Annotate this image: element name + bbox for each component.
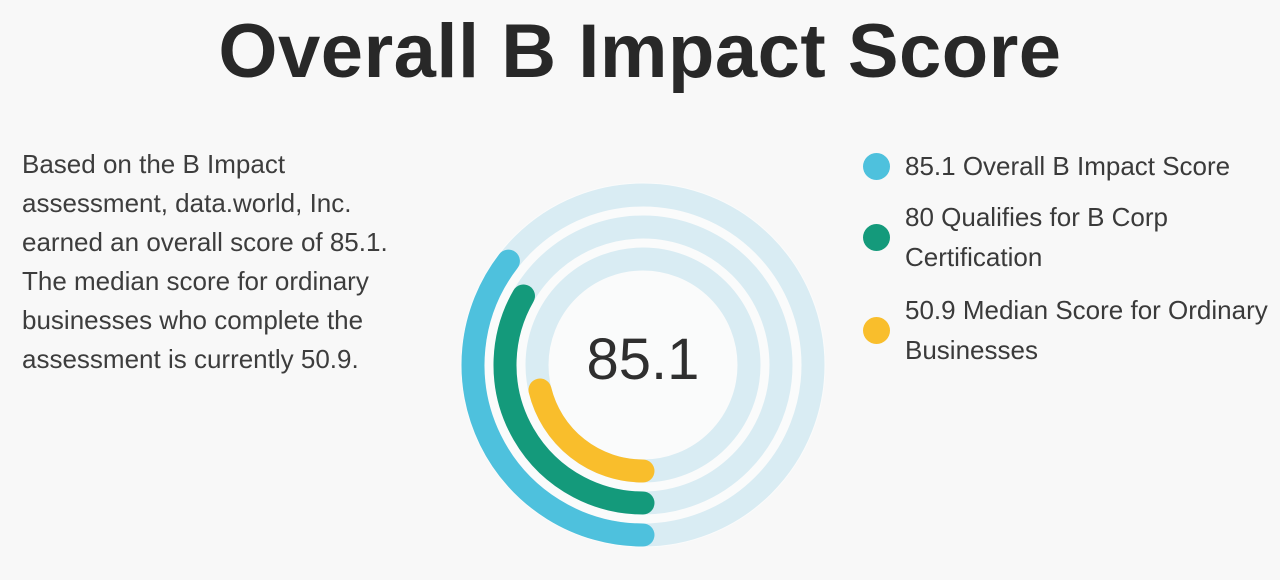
description-line: earned an overall score of 85.1. [22, 227, 388, 257]
gauge-arc-inner [528, 378, 655, 483]
description-line: businesses who complete the [22, 305, 364, 335]
gauge-svg: 85.1 [460, 182, 826, 548]
description-paragraph: Based on the B Impact assessment, data.w… [22, 145, 422, 379]
page-title: Overall B Impact Score [218, 9, 1062, 94]
description-line: assessment is currently 50.9. [22, 344, 359, 374]
legend-item-bcorp-qualification: 80 Qualifies for B Corp Certification [863, 197, 1273, 277]
legend-label-median-score: 50.9 Median Score for Ordinary Businesse… [905, 295, 1268, 365]
gauge-arc-middle [493, 284, 655, 515]
chart-legend: 85.1 Overall B Impact Score 80 Qualifies… [863, 146, 1273, 370]
description-line: Based on the B Impact [22, 149, 286, 179]
legend-item-overall-score: 85.1 Overall B Impact Score [863, 146, 1273, 186]
description-line: assessment, data.world, Inc. [22, 188, 352, 218]
description-line: The median score for ordinary [22, 266, 369, 296]
legend-dot-bcorp-qualification-icon [863, 223, 890, 251]
legend-label-bcorp-qualification: 80 Qualifies for B Corp Certification [905, 202, 1169, 272]
legend-dot-median-score-icon [863, 316, 890, 344]
gauge-center-value: 85.1 [587, 327, 700, 392]
gauge-arc-outer [461, 249, 655, 547]
legend-label-overall-score: 85.1 Overall B Impact Score [905, 151, 1231, 181]
gauge-rings [460, 182, 826, 548]
legend-dot-overall-score-icon [863, 152, 890, 180]
legend-item-median-score: 50.9 Median Score for Ordinary Businesse… [863, 290, 1273, 370]
radial-gauge-chart: 85.1 [443, 165, 843, 565]
